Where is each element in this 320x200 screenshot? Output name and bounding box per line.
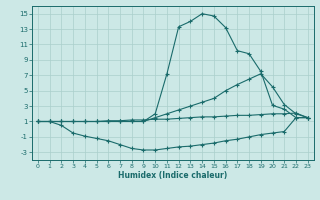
X-axis label: Humidex (Indice chaleur): Humidex (Indice chaleur) (118, 171, 228, 180)
